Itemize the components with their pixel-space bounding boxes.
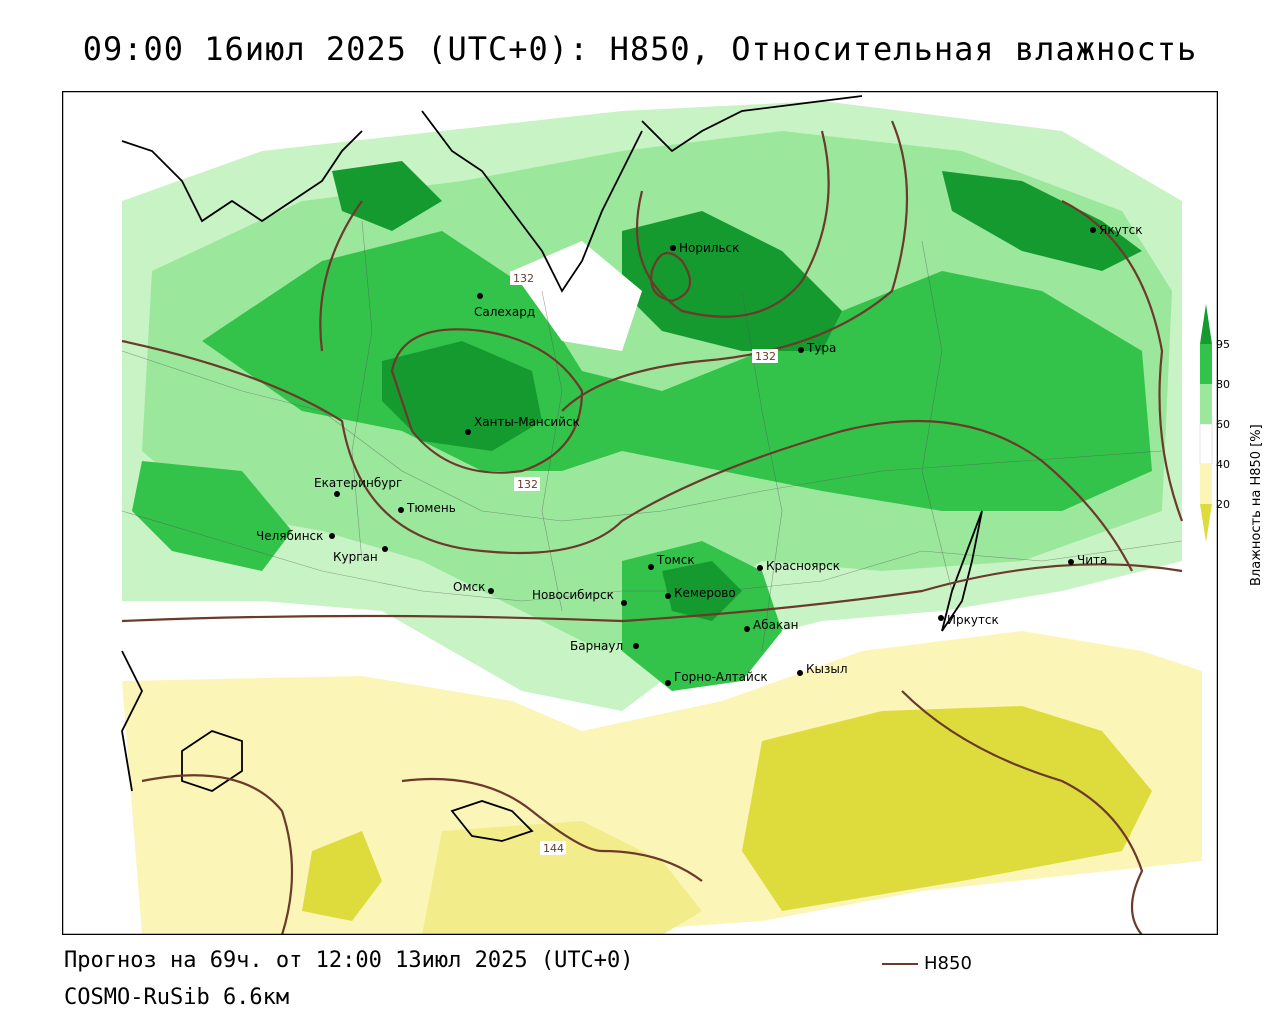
city-dot-salekhard	[477, 293, 483, 299]
city-dot-barnaul	[633, 643, 639, 649]
city-dot-omsk	[488, 588, 494, 594]
humid-area-dark-green-east	[942, 171, 1142, 271]
city-label-gorno-altaysk: Горно-Алтайск	[674, 670, 768, 684]
colorbar: 95 80 60 40 20 Влажность на H850 [%]	[1199, 304, 1264, 586]
isoline-label-box-3	[514, 477, 540, 491]
city-dot-gorno-altaysk	[665, 680, 671, 686]
dry-area-yellow	[422, 821, 702, 935]
city-label-chita: Чита	[1077, 553, 1107, 567]
model-name: COSMO-RuSib 6.6км	[64, 985, 290, 1010]
map-frame	[62, 91, 1218, 935]
dry-area-olive	[742, 706, 1152, 911]
city-dot-abakan	[744, 626, 750, 632]
colorbar-tick-80: 80	[1216, 378, 1230, 391]
city-label-kyzyl: Кызыл	[806, 662, 848, 676]
city-label-novosibirsk: Новосибирск	[532, 588, 614, 602]
colorbar-tick-95: 95	[1216, 338, 1230, 351]
city-label-yakutsk: Якутск	[1099, 223, 1143, 237]
city-label-abakan: Абакан	[753, 618, 798, 632]
city-label-omsk: Омск	[453, 580, 485, 594]
city-dot-tura	[798, 347, 804, 353]
colorbar-segment-60-80	[1200, 384, 1212, 424]
humid-area-dark-green-urals	[332, 161, 442, 231]
city-dot-khanty-mansiysk	[465, 429, 471, 435]
colorbar-segment-20-40	[1200, 464, 1212, 504]
contour-labels: 132 132 132 144	[510, 271, 778, 855]
isoline-label-1: 132	[513, 272, 534, 285]
city-dot-krasnoyarsk	[757, 565, 763, 571]
isoline-label-2: 132	[755, 350, 776, 363]
colorbar-tick-20: 20	[1216, 498, 1230, 511]
city-markers: Норильск Якутск Салехард Тура Ханты-Манс…	[256, 223, 1143, 686]
city-label-tomsk: Томск	[656, 553, 695, 567]
map-title: 09:00 16июл 2025 (UTC+0): H850, Относите…	[82, 30, 1198, 68]
kara-sea-gap	[512, 241, 642, 351]
city-label-khanty-mansiysk: Ханты-Мансийск	[474, 415, 580, 429]
city-dot-chelyabinsk	[329, 533, 335, 539]
forecast-info: Прогноз на 69ч. от 12:00 13июл 2025 (UTC…	[64, 948, 634, 973]
colorbar-top-arrow	[1200, 304, 1212, 344]
colorbar-tick-60: 60	[1216, 418, 1230, 431]
city-dot-norilsk	[670, 245, 676, 251]
contour-legend: H850	[882, 953, 972, 974]
colorbar-segment-80-95	[1200, 344, 1212, 384]
isoline-label-box-4	[540, 841, 566, 855]
city-dot-kyzyl	[797, 670, 803, 676]
city-dot-yekaterinburg	[334, 491, 340, 497]
city-label-kemerovo: Кемерово	[674, 586, 736, 600]
city-dot-kemerovo	[665, 593, 671, 599]
city-dot-irkutsk	[938, 615, 944, 621]
colorbar-segment-40-60	[1199, 423, 1213, 465]
city-label-barnaul: Барнаул	[570, 639, 623, 653]
city-label-krasnoyarsk: Красноярск	[766, 559, 840, 573]
contour-legend-swatch	[882, 962, 918, 965]
humid-area-green-west	[132, 461, 292, 571]
city-label-norilsk: Норильск	[679, 241, 739, 255]
isoline-label-3: 132	[517, 478, 538, 491]
colorbar-tick-40: 40	[1216, 458, 1230, 471]
colorbar-bottom-arrow	[1200, 504, 1212, 542]
humidity-map: 132 132 132 144 Норильск Якутск Салехард…	[62, 91, 1218, 935]
city-label-kurgan: Курган	[333, 550, 378, 564]
city-dot-chita	[1068, 559, 1074, 565]
city-dot-tyumen	[398, 507, 404, 513]
city-label-irkutsk: Иркутск	[947, 613, 999, 627]
city-dot-kurgan	[382, 546, 388, 552]
h850-contours	[121, 120, 1184, 935]
dry-area-olive-west	[302, 831, 382, 921]
city-label-yekaterinburg: Екатеринбург	[314, 476, 402, 490]
city-label-salekhard: Салехард	[474, 305, 535, 319]
isoline-label-box-2	[752, 349, 778, 363]
isoline-label-4: 144	[543, 842, 564, 855]
isoline-label-box-1	[510, 271, 536, 285]
city-dot-novosibirsk	[621, 600, 627, 606]
city-label-tura: Тура	[806, 341, 836, 355]
coastlines	[121, 95, 983, 842]
humid-area-dark-green-norilsk	[622, 211, 842, 351]
contour-legend-label: H850	[924, 953, 972, 974]
city-dot-yakutsk	[1090, 227, 1096, 233]
city-dot-tomsk	[648, 564, 654, 570]
colorbar-title: Влажность на H850 [%]	[1249, 424, 1264, 586]
city-label-chelyabinsk: Челябинск	[256, 529, 323, 543]
city-label-tyumen: Тюмень	[406, 501, 456, 515]
humid-area-dark-green-khanty	[382, 341, 542, 451]
